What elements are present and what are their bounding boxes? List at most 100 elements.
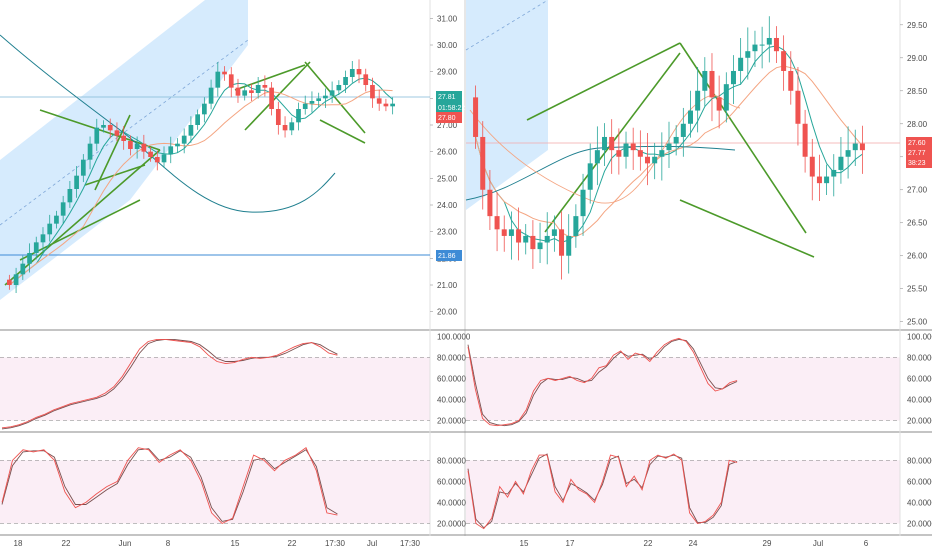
left-osc2-y-tick-label: 20.0000 (437, 519, 466, 528)
candle-body (516, 229, 522, 243)
left-price-y-tick-label: 31.00 (437, 14, 458, 23)
left-prev-price-badge: 27.80 (438, 115, 456, 122)
candle-body (580, 189, 586, 217)
right-osc2-y-tick-label: 20.0000 (907, 519, 932, 528)
candle-body (148, 151, 153, 157)
candle-body (168, 146, 174, 155)
right-time-label: 6 (864, 539, 869, 548)
right-price-y-tick-label: 25.50 (907, 285, 928, 294)
candle-body (566, 235, 572, 256)
stoch-d-line (1, 448, 338, 522)
candle-body (390, 103, 395, 107)
right-price-y-tick-label: 29.50 (907, 21, 928, 30)
candle-body (573, 216, 579, 236)
candle-body (824, 176, 830, 184)
right-price-y-tick-label: 29.00 (907, 54, 928, 63)
stoch-d-line (1, 338, 338, 430)
candle-body (74, 175, 79, 189)
right-price-y-tick-label: 28.50 (907, 87, 928, 96)
candle-body (666, 143, 672, 151)
right-second-badge-box (906, 147, 932, 158)
candle-body (494, 216, 500, 230)
stoch-k-line (1, 338, 338, 429)
left-osc2-y-tick-label: 40.0000 (437, 498, 466, 507)
right-price-y-tick-label: 28.00 (907, 120, 928, 129)
right-time-label: 17 (566, 539, 575, 548)
left-countdown-badge: 01:58:22 (438, 105, 465, 112)
right-osc1-y-tick-label: 60.0000 (907, 374, 932, 383)
candle-body (309, 101, 315, 104)
drawing-tools[interactable] (0, 42, 900, 286)
trend-line (679, 199, 815, 258)
trend-line (304, 61, 366, 134)
candle-body (709, 70, 715, 98)
candle-body (40, 234, 46, 243)
regression-channel (466, 0, 548, 210)
price-badges: 27.81 01:58:22 27.80 21.86 27.60 27.77 38:23 (436, 91, 932, 261)
candle-body (852, 143, 858, 151)
grid-lines (0, 0, 932, 536)
left-time-label: 15 (231, 539, 240, 548)
right-time-label: 29 (763, 539, 772, 548)
candle-body (202, 103, 207, 115)
candle-body (831, 169, 837, 177)
candle-body (616, 150, 622, 157)
left-price-y-tick-label: 20.00 (437, 308, 458, 317)
trend-line (319, 119, 366, 144)
candle-body (141, 143, 147, 152)
left-osc1-y-tick-label: 100.0000 (437, 332, 471, 341)
left-countdown-badge-box (436, 102, 462, 113)
trend-line (234, 64, 306, 91)
candle-body (530, 235, 536, 250)
oscillators (1, 337, 738, 530)
candle-body (289, 122, 295, 131)
right-third-badge-box (906, 157, 932, 168)
left-prev-price-badge-box (436, 112, 462, 123)
candle-body (215, 71, 221, 88)
left-osc1-y-tick-label: 40.0000 (437, 395, 466, 404)
candle-body (107, 125, 113, 131)
right-time-label: 22 (644, 539, 653, 548)
candle-body (716, 97, 722, 111)
stoch-d-line (467, 338, 738, 427)
left-hline-badge-box (436, 250, 462, 261)
candle-body (101, 125, 106, 128)
left-price-y-tick-label: 23.00 (437, 228, 458, 237)
candle-body (537, 242, 543, 250)
stoch-k-line (467, 337, 738, 427)
right-price-y-tick-label: 25.00 (907, 318, 928, 327)
candle-body (47, 223, 53, 235)
candle-body (114, 130, 120, 136)
candle-body (222, 71, 227, 75)
right-osc2-y-tick-label: 80.0000 (907, 456, 932, 465)
left-time-label: 18 (14, 539, 23, 548)
candle-body (673, 136, 679, 144)
candlesticks[interactable] (7, 16, 865, 293)
right-osc1-y-tick-label: 20.0000 (907, 416, 932, 425)
candle-body (208, 87, 214, 104)
sma-long-line (465, 145, 736, 201)
oscillator-band (466, 357, 900, 421)
left-time-label: 17:30 (325, 539, 346, 548)
sma-slow-line (9, 89, 393, 286)
candle-body (659, 150, 665, 157)
candle-body (859, 143, 865, 151)
candle-body (723, 84, 729, 111)
candle-body (154, 157, 160, 163)
candle-body (87, 143, 93, 160)
oscillator-band (0, 357, 430, 421)
right-osc1-y-tick-label: 40.0000 (907, 395, 932, 404)
candle-body (363, 74, 369, 85)
left-osc2-y-tick-label: 60.0000 (437, 477, 466, 486)
candle-body (242, 90, 248, 96)
candle-body (13, 274, 19, 285)
candle-body (802, 123, 808, 157)
right-time-label: 24 (689, 539, 698, 548)
right-osc2-y-tick-label: 60.0000 (907, 477, 932, 486)
sma-fast-line (9, 77, 393, 286)
oscillator-band (0, 460, 430, 524)
candle-body (356, 69, 362, 75)
candle-body (594, 150, 600, 164)
left-time-label: 22 (62, 539, 71, 548)
